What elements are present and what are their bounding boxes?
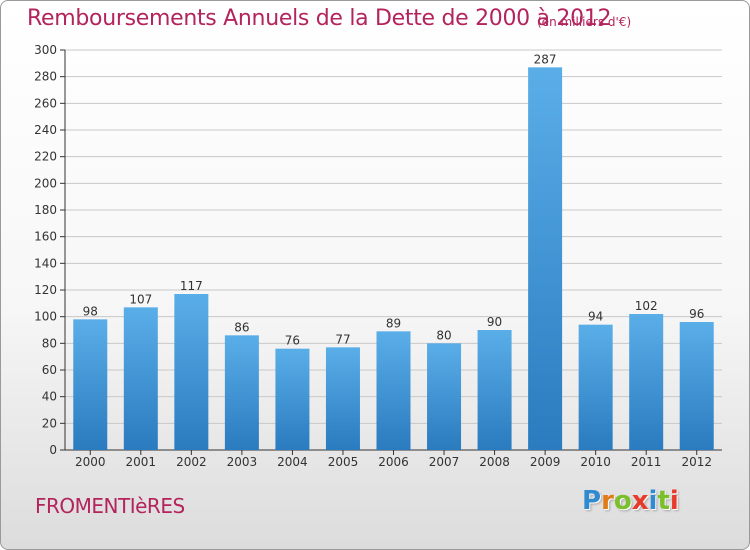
data-label-2005: 77 bbox=[335, 332, 350, 346]
x-tick-label-2000: 2000 bbox=[75, 455, 106, 469]
bar-2002 bbox=[174, 294, 209, 450]
chart-unit: (en milliers d'€) bbox=[537, 15, 632, 29]
data-label-2003: 86 bbox=[234, 320, 249, 334]
logo-letter: o bbox=[613, 486, 632, 516]
x-tick-label-2001: 2001 bbox=[126, 455, 157, 469]
x-tick-label-2004: 2004 bbox=[277, 455, 308, 469]
logo-letter: t bbox=[657, 486, 670, 516]
y-tick-label: 240 bbox=[34, 123, 57, 137]
x-tick-label-2008: 2008 bbox=[479, 455, 510, 469]
y-tick-label: 200 bbox=[34, 176, 57, 190]
bar-2010 bbox=[578, 324, 613, 450]
bar-2006 bbox=[376, 331, 411, 450]
y-tick-label: 60 bbox=[42, 363, 57, 377]
data-label-2007: 80 bbox=[436, 328, 451, 342]
y-tick-label: 180 bbox=[34, 203, 57, 217]
x-tick-label-2003: 2003 bbox=[227, 455, 258, 469]
bars bbox=[73, 67, 714, 450]
logo-letter: r bbox=[601, 486, 614, 516]
data-label-2002: 117 bbox=[180, 279, 203, 293]
data-label-2006: 89 bbox=[386, 316, 401, 330]
bar-2008 bbox=[477, 330, 512, 450]
labels: 0 20 40 60 80 100 120 140 160 180 200 220 240 260 280 3… bbox=[34, 43, 712, 469]
data-label-2012: 96 bbox=[689, 307, 704, 321]
x-tick-label-2002: 2002 bbox=[176, 455, 207, 469]
chart-title: Remboursements Annuels de la Dette de 20… bbox=[27, 6, 612, 31]
y-tick-label: 300 bbox=[34, 43, 57, 57]
commune-name: FROMENTIèRES bbox=[35, 494, 185, 518]
y-tick-label: 280 bbox=[34, 70, 57, 84]
y-tick-label: 120 bbox=[34, 283, 57, 297]
y-tick-label: 160 bbox=[34, 230, 57, 244]
x-tick-label-2006: 2006 bbox=[378, 455, 409, 469]
x-tick-label-2012: 2012 bbox=[681, 455, 712, 469]
bar-2011 bbox=[629, 314, 664, 450]
data-label-2011: 102 bbox=[635, 299, 658, 313]
y-tick-label: 20 bbox=[42, 416, 57, 430]
logo-letter: P bbox=[582, 486, 602, 516]
bar-2004 bbox=[275, 348, 310, 450]
x-tick-label-2009: 2009 bbox=[530, 455, 561, 469]
data-label-2004: 76 bbox=[285, 334, 300, 348]
logo-letter: i bbox=[669, 486, 679, 516]
x-tick-label-2005: 2005 bbox=[328, 455, 359, 469]
bar-2001 bbox=[123, 307, 158, 450]
x-tick-label-2010: 2010 bbox=[580, 455, 611, 469]
proxiti-logo: Proxiti bbox=[582, 486, 679, 516]
data-label-2010: 94 bbox=[588, 310, 603, 324]
logo-letter: x bbox=[631, 486, 649, 516]
y-tick-label: 220 bbox=[34, 150, 57, 164]
bar-2009 bbox=[528, 67, 563, 450]
data-label-2009: 287 bbox=[534, 52, 557, 66]
bar-2003 bbox=[224, 335, 259, 450]
y-tick-label: 140 bbox=[34, 256, 57, 270]
x-tick-label-2011: 2011 bbox=[631, 455, 662, 469]
y-tick-label: 40 bbox=[42, 390, 57, 404]
data-label-2001: 107 bbox=[129, 292, 152, 306]
bar-2005 bbox=[325, 347, 360, 450]
data-label-2000: 98 bbox=[83, 304, 98, 318]
bar-2007 bbox=[427, 343, 462, 450]
x-tick-label-2007: 2007 bbox=[429, 455, 460, 469]
y-tick-label: 80 bbox=[42, 336, 57, 350]
bar-2000 bbox=[73, 319, 108, 450]
y-tick-label: 0 bbox=[49, 443, 57, 457]
y-tick-label: 100 bbox=[34, 310, 57, 324]
data-label-2008: 90 bbox=[487, 315, 502, 329]
logo-letter: i bbox=[648, 486, 658, 516]
y-tick-label: 260 bbox=[34, 96, 57, 110]
bar-2012 bbox=[679, 322, 714, 450]
